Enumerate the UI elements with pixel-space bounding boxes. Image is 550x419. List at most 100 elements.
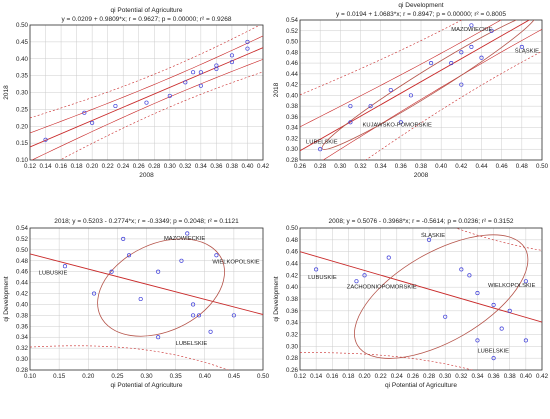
data-point bbox=[156, 335, 161, 340]
y-tick-label: 0.54 bbox=[286, 17, 299, 24]
point-label: LUBELSKIE bbox=[306, 139, 338, 145]
x-tick-label: 0.42 bbox=[536, 373, 549, 380]
y-tick-label: 0.32 bbox=[286, 135, 299, 142]
data-point bbox=[499, 326, 504, 331]
chart-equation: y = 0.0209 + 0.9809*x; r = 0.9627; p = 0… bbox=[61, 16, 231, 23]
x-tick-label: 0.28 bbox=[314, 163, 327, 170]
x-axis-label: qi Potential of Agriculture bbox=[385, 382, 457, 389]
y-tick-label: 0.36 bbox=[16, 323, 29, 330]
y-tick-label: 0.32 bbox=[16, 345, 29, 352]
data-point bbox=[475, 291, 480, 296]
data-point bbox=[245, 39, 250, 44]
y-tick-label: 0.42 bbox=[286, 82, 299, 89]
x-tick-label: 0.46 bbox=[496, 163, 509, 170]
y-tick-label: 0.25 bbox=[16, 106, 29, 113]
data-point bbox=[229, 60, 234, 65]
regression-line bbox=[30, 47, 263, 148]
data-point bbox=[429, 61, 434, 66]
chart-title: 2008; y = 0.5076 - 0.3968*x; r = -0.5614… bbox=[328, 218, 513, 225]
y-tick-label: 0.34 bbox=[286, 125, 299, 132]
data-point bbox=[196, 313, 201, 318]
x-tick-label: 0.20 bbox=[82, 373, 95, 380]
data-point bbox=[408, 93, 413, 98]
y-tick-label: 0.44 bbox=[286, 71, 299, 78]
confidence-band-upper bbox=[300, 20, 502, 128]
confidence-ellipse bbox=[321, 20, 537, 150]
x-tick-label: 0.15 bbox=[53, 373, 66, 380]
y-tick-label: 0.40 bbox=[286, 284, 299, 291]
prediction-band-lower bbox=[30, 345, 230, 370]
y-tick-label: 0.30 bbox=[16, 356, 29, 363]
data-point bbox=[121, 236, 126, 241]
y-tick-label: 0.52 bbox=[286, 28, 299, 35]
x-axis-label: qi Potential of Agriculture bbox=[111, 382, 183, 389]
x-tick-label: 0.34 bbox=[471, 373, 484, 380]
data-point bbox=[191, 70, 196, 75]
y-tick-label: 0.38 bbox=[16, 312, 29, 319]
y-tick-label: 0.28 bbox=[286, 355, 299, 362]
y-tick-label: 0.40 bbox=[286, 92, 299, 99]
x-tick-label: 0.20 bbox=[359, 373, 372, 380]
data-point bbox=[229, 53, 234, 58]
confidence-band-lower bbox=[31, 59, 263, 160]
data-point bbox=[214, 63, 219, 68]
data-point bbox=[43, 137, 48, 142]
data-point bbox=[348, 120, 353, 125]
chart-equation: y = 0.0194 + 1.0683*x; r = 0.8947; p = 0… bbox=[336, 11, 506, 18]
plot-frame bbox=[299, 19, 543, 161]
x-tick-label: 0.16 bbox=[55, 163, 68, 170]
y-tick-label: 0.45 bbox=[16, 39, 29, 46]
data-point bbox=[467, 273, 472, 278]
chart-panel-3: 0.10 0.15 0.20 0.25 0.30 0.35 0.40 0.45 0.50 0.28… bbox=[3, 218, 270, 389]
point-label: LUBUSKIE bbox=[39, 270, 68, 276]
x-tick-label: 0.26 bbox=[133, 163, 146, 170]
x-tick-label: 0.30 bbox=[439, 373, 452, 380]
data-point bbox=[198, 83, 203, 88]
y-tick-label: 0.44 bbox=[286, 261, 299, 268]
x-tick-label: 0.30 bbox=[164, 163, 177, 170]
data-point bbox=[90, 120, 95, 125]
x-tick-label: 0.36 bbox=[488, 373, 501, 380]
chart-panel-2: 0.26 0.28 0.30 0.32 0.34 0.36 0.38 0.40 0.42 0.44… bbox=[273, 2, 549, 179]
x-tick-label: 0.44 bbox=[475, 163, 488, 170]
y-tick-label: 0.46 bbox=[286, 249, 299, 256]
y-axis-label: qi Development bbox=[3, 276, 10, 321]
point-label: MAZOWIECKIE bbox=[451, 27, 492, 33]
data-point bbox=[459, 267, 464, 272]
data-point bbox=[191, 302, 196, 307]
data-point bbox=[362, 273, 367, 278]
plot-area bbox=[30, 25, 263, 160]
data-point bbox=[386, 255, 391, 260]
data-point bbox=[156, 269, 161, 274]
y-tick-label: 0.30 bbox=[16, 90, 29, 97]
data-point bbox=[92, 291, 97, 296]
confidence-ellipse bbox=[354, 234, 529, 359]
x-tick-label: 0.38 bbox=[226, 163, 239, 170]
x-tick-label: 0.24 bbox=[117, 163, 130, 170]
data-point bbox=[231, 313, 236, 318]
data-point bbox=[208, 329, 213, 334]
point-label: WIELKOPOLSKIE bbox=[212, 260, 259, 266]
data-point bbox=[443, 314, 448, 319]
x-tick-label: 0.25 bbox=[111, 373, 124, 380]
y-tick-label: 0.44 bbox=[16, 280, 29, 287]
y-tick-label: 0.54 bbox=[16, 225, 29, 232]
data-point bbox=[126, 253, 132, 258]
x-tick-label: 0.36 bbox=[395, 163, 408, 170]
point-label: LUBELSKIE bbox=[176, 341, 208, 347]
x-tick-label: 0.32 bbox=[354, 163, 367, 170]
regression-line bbox=[300, 20, 531, 152]
confidence-band-lower bbox=[322, 28, 542, 160]
point-label: ŚLĄSKIE bbox=[515, 46, 539, 54]
data-point bbox=[475, 338, 480, 343]
data-point bbox=[245, 46, 250, 51]
prediction-band-lower bbox=[365, 51, 542, 160]
x-tick-label: 0.26 bbox=[294, 163, 307, 170]
y-tick-label: 0.50 bbox=[16, 22, 29, 29]
data-point bbox=[191, 313, 196, 318]
data-point bbox=[62, 264, 67, 269]
x-tick-label: 0.45 bbox=[228, 373, 241, 380]
data-point bbox=[144, 100, 149, 105]
y-tick-label: 0.20 bbox=[16, 123, 29, 130]
x-tick-label: 0.48 bbox=[516, 163, 529, 170]
